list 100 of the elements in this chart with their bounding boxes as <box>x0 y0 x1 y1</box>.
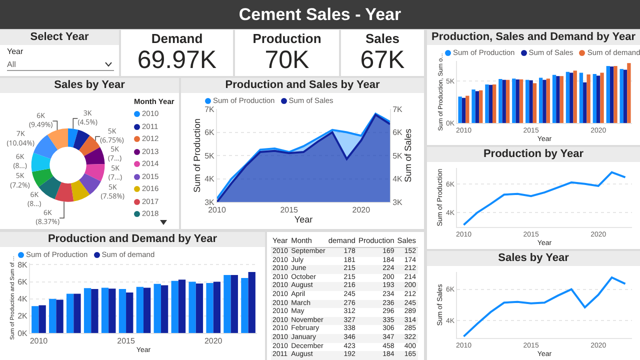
bar <box>56 300 64 333</box>
bar <box>556 76 560 123</box>
y2-tick-label: 3K <box>392 198 404 207</box>
chart-title: Sales by Year <box>0 78 179 93</box>
donut-slice <box>31 152 51 172</box>
bar <box>502 80 506 123</box>
donut-slice <box>73 130 90 150</box>
donut-slice <box>70 180 90 202</box>
bar <box>586 74 590 123</box>
line-series <box>462 171 626 226</box>
bar <box>516 79 520 123</box>
bar <box>213 282 221 333</box>
bar <box>606 66 610 123</box>
donut-slice <box>78 136 100 156</box>
bar <box>498 79 502 123</box>
bar <box>600 72 604 123</box>
bar <box>136 286 144 333</box>
text: Production <box>252 31 322 46</box>
bar <box>466 96 470 123</box>
chart-title: Production and Sales by Year <box>181 78 424 93</box>
bar <box>458 96 462 123</box>
y2-tick-label: 5K <box>392 151 404 160</box>
y-tick-label: 6K <box>18 278 28 287</box>
donut-slice <box>84 164 105 182</box>
text: All <box>7 59 114 71</box>
y-tick-label: 5K <box>204 151 216 160</box>
bar <box>546 78 550 123</box>
bar <box>38 305 46 333</box>
x-tick-label: 2020 <box>352 206 371 215</box>
bar <box>171 280 178 333</box>
bar <box>462 98 466 123</box>
bar <box>492 84 496 123</box>
bar <box>526 80 530 123</box>
y-tick-label: 3K <box>204 198 216 207</box>
bar <box>32 306 39 333</box>
chart-title: Production by Year <box>427 147 640 162</box>
bar <box>118 289 126 333</box>
x-tick-label: 2020 <box>204 336 223 346</box>
bar <box>512 78 516 123</box>
donut-slice <box>38 176 62 200</box>
bar <box>206 283 214 333</box>
text: Year <box>7 47 24 56</box>
chart-title: Production, Sales and Demand by Year <box>427 30 640 45</box>
bar <box>623 70 628 123</box>
bar <box>475 91 480 123</box>
bar <box>126 292 134 333</box>
y-tick-label: 4K <box>18 294 28 304</box>
bar <box>579 72 584 123</box>
bar <box>610 66 614 123</box>
bar <box>479 90 483 123</box>
y2-tick-label: 6K <box>392 128 404 138</box>
y-tick-label: 6K <box>204 128 216 138</box>
bar <box>573 70 577 123</box>
bar <box>66 294 74 333</box>
bar <box>154 284 161 333</box>
bar <box>160 285 168 333</box>
donut-slice <box>78 173 101 195</box>
text: 70K <box>264 46 310 74</box>
y-tick-label: 4K <box>204 174 216 184</box>
bar <box>248 272 256 333</box>
y-tick-label: 0K <box>18 328 28 338</box>
bar <box>592 74 597 123</box>
bar <box>241 278 248 333</box>
y-tick-label: 8K <box>18 260 28 270</box>
bar <box>485 84 489 123</box>
bar <box>529 80 533 123</box>
chart-title: Sales by Year <box>427 251 640 266</box>
donut-slice <box>47 128 68 150</box>
y-tick-label: 2K <box>18 312 28 321</box>
bar <box>532 83 537 123</box>
bar <box>178 280 186 333</box>
bar <box>91 289 98 333</box>
bar <box>196 283 204 333</box>
bar <box>560 76 564 123</box>
text: Cement Sales - Year <box>0 0 640 29</box>
text: Demand <box>150 31 204 46</box>
donut-slice <box>68 128 78 148</box>
bar <box>488 84 492 123</box>
bar <box>101 288 109 333</box>
bar <box>188 282 196 333</box>
x-tick-label: 2010 <box>30 336 48 346</box>
text: Sales <box>364 31 400 46</box>
bar <box>74 294 81 333</box>
donut-slice <box>33 134 58 159</box>
x-tick-label: 2010 <box>208 206 226 215</box>
donut-slice <box>32 168 54 187</box>
bar <box>538 78 543 123</box>
y2-tick-label: 7K <box>392 104 404 114</box>
bar <box>552 74 556 123</box>
bar <box>570 72 574 123</box>
bar <box>230 274 238 333</box>
bar <box>506 80 510 123</box>
bar <box>519 79 524 123</box>
x-tick-label: 2015 <box>280 206 299 215</box>
donut-slice <box>84 147 105 165</box>
bar <box>49 298 56 333</box>
y2-tick-label: 4K <box>392 174 404 184</box>
y-axis-title: Sum of Production <box>192 118 202 193</box>
x-tick-label: 2015 <box>117 336 136 346</box>
bar <box>542 80 546 123</box>
